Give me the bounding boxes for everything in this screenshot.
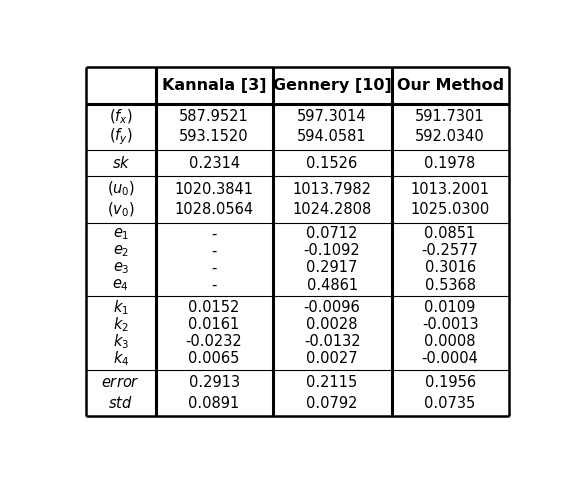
Text: 0.0152: 0.0152 [188, 300, 240, 315]
Text: 0.1956: 0.1956 [425, 375, 476, 391]
Text: 0.0735: 0.0735 [425, 396, 476, 411]
Text: Gennery [10]: Gennery [10] [273, 77, 392, 93]
Text: $(f_y)$: $(f_y)$ [109, 127, 133, 147]
Text: $k_4$: $k_4$ [113, 349, 129, 368]
Text: 0.3016: 0.3016 [425, 261, 476, 275]
Text: $(u_0)$: $(u_0)$ [107, 180, 135, 198]
Text: -: - [211, 226, 217, 241]
Text: 1013.2001: 1013.2001 [411, 182, 490, 197]
Text: 0.0008: 0.0008 [425, 334, 476, 349]
Text: $k_1$: $k_1$ [113, 298, 129, 316]
Text: $error$: $error$ [102, 375, 140, 391]
Text: 0.0027: 0.0027 [306, 351, 358, 366]
Text: 594.0581: 594.0581 [298, 130, 367, 144]
Text: 591.7301: 591.7301 [415, 109, 485, 124]
Text: $k_2$: $k_2$ [113, 315, 129, 334]
Text: -0.0004: -0.0004 [422, 351, 478, 366]
Text: 0.0792: 0.0792 [306, 396, 358, 411]
Text: -0.0132: -0.0132 [304, 334, 360, 349]
Text: 0.0161: 0.0161 [188, 317, 240, 332]
Text: 0.4861: 0.4861 [306, 278, 358, 293]
Text: 1020.3841: 1020.3841 [175, 182, 253, 197]
Text: Kannala [3]: Kannala [3] [162, 77, 266, 93]
Text: 0.0712: 0.0712 [306, 226, 358, 241]
Text: -0.0096: -0.0096 [304, 300, 360, 315]
Text: -0.0232: -0.0232 [186, 334, 242, 349]
Text: 1028.0564: 1028.0564 [175, 202, 253, 217]
Text: $e_1$: $e_1$ [113, 226, 129, 242]
Text: 597.3014: 597.3014 [298, 109, 367, 124]
Text: 0.2314: 0.2314 [188, 156, 240, 171]
Text: 0.2115: 0.2115 [306, 375, 358, 391]
Text: -: - [211, 243, 217, 259]
Text: 0.1978: 0.1978 [425, 156, 476, 171]
Text: 0.0891: 0.0891 [188, 396, 240, 411]
Text: 587.9521: 587.9521 [179, 109, 249, 124]
Text: $e_3$: $e_3$ [113, 260, 129, 276]
Text: 0.0851: 0.0851 [425, 226, 476, 241]
Text: $k_3$: $k_3$ [113, 332, 129, 351]
Text: $sk$: $sk$ [111, 155, 130, 171]
Text: 0.5368: 0.5368 [425, 278, 476, 293]
Text: -0.0013: -0.0013 [422, 317, 478, 332]
Text: -0.1092: -0.1092 [304, 243, 360, 259]
Text: 0.2917: 0.2917 [306, 261, 358, 275]
Text: 1025.0300: 1025.0300 [411, 202, 490, 217]
Text: $(v_0)$: $(v_0)$ [107, 200, 135, 219]
Text: -: - [211, 278, 217, 293]
Text: $(f_x)$: $(f_x)$ [109, 108, 133, 126]
Text: 0.0065: 0.0065 [188, 351, 240, 366]
Text: 1013.7982: 1013.7982 [292, 182, 372, 197]
Text: $std$: $std$ [108, 395, 133, 411]
Text: 1024.2808: 1024.2808 [292, 202, 372, 217]
Text: 0.0028: 0.0028 [306, 317, 358, 332]
Text: 0.0109: 0.0109 [425, 300, 476, 315]
Text: $e_4$: $e_4$ [113, 277, 129, 293]
Text: 0.1526: 0.1526 [306, 156, 358, 171]
Text: $e_2$: $e_2$ [113, 243, 129, 259]
Text: 592.0340: 592.0340 [415, 130, 485, 144]
Text: 0.2913: 0.2913 [188, 375, 240, 391]
Text: -0.2577: -0.2577 [422, 243, 478, 259]
Text: -: - [211, 261, 217, 275]
Text: 593.1520: 593.1520 [179, 130, 249, 144]
Text: Our Method: Our Method [397, 77, 503, 93]
